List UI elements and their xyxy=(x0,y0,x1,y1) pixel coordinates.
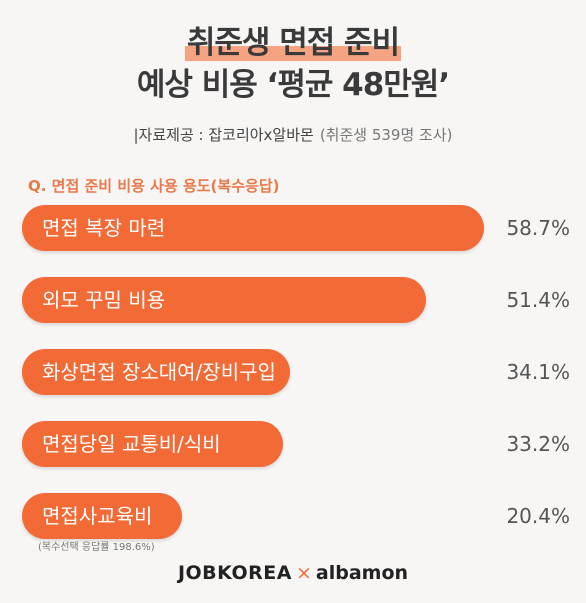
albamon-logo: albamon xyxy=(315,562,409,584)
bar-value-1: 58.7% xyxy=(506,216,570,240)
survey-size: (취준생 539명 조사) xyxy=(319,126,453,144)
source-caption: |자료제공 : 잡코리아x알바몬 (취준생 539명 조사) xyxy=(0,124,586,145)
bar-value-2: 51.4% xyxy=(506,288,570,312)
bar-label-5: 면접사교육비 xyxy=(42,504,153,528)
bar-value-4: 33.2% xyxy=(506,432,570,456)
bar-5 xyxy=(22,493,182,539)
title-line-1: 취준생 면접 준비 xyxy=(0,22,586,64)
bar-value-3: 34.1% xyxy=(506,360,570,384)
jobkorea-logo: JOBKOREA xyxy=(177,562,292,584)
bar-1 xyxy=(22,205,484,251)
question-heading: Q. 면접 준비 비용 사용 용도(복수응답) xyxy=(28,177,280,195)
chart-title: 취준생 면접 준비 예상 비용 ‘평균 48만원’ xyxy=(0,22,586,106)
bar-label-4: 면접당일 교통비/식비 xyxy=(42,432,221,456)
bar-label-1: 면접 복장 마련 xyxy=(42,216,166,240)
bar-4 xyxy=(22,421,283,467)
times-icon: × xyxy=(295,562,312,584)
response-rate-note: (복수선택 응답률 198.6%) xyxy=(38,542,155,553)
bar-label-2: 외모 꾸밈 비용 xyxy=(42,288,166,312)
title-line-2: 예상 비용 ‘평균 48만원’ xyxy=(136,67,450,103)
logo-row: JOBKOREA × albamon xyxy=(0,562,586,584)
bar-2 xyxy=(22,277,426,323)
title-highlight-text: 취준생 면접 준비 xyxy=(184,22,402,64)
bar-3 xyxy=(22,349,290,395)
source-label: |자료제공 : 잡코리아x알바몬 xyxy=(133,126,314,144)
bar-label-3: 화상면접 장소대여/장비구입 xyxy=(42,360,276,384)
bar-value-5: 20.4% xyxy=(506,504,570,528)
